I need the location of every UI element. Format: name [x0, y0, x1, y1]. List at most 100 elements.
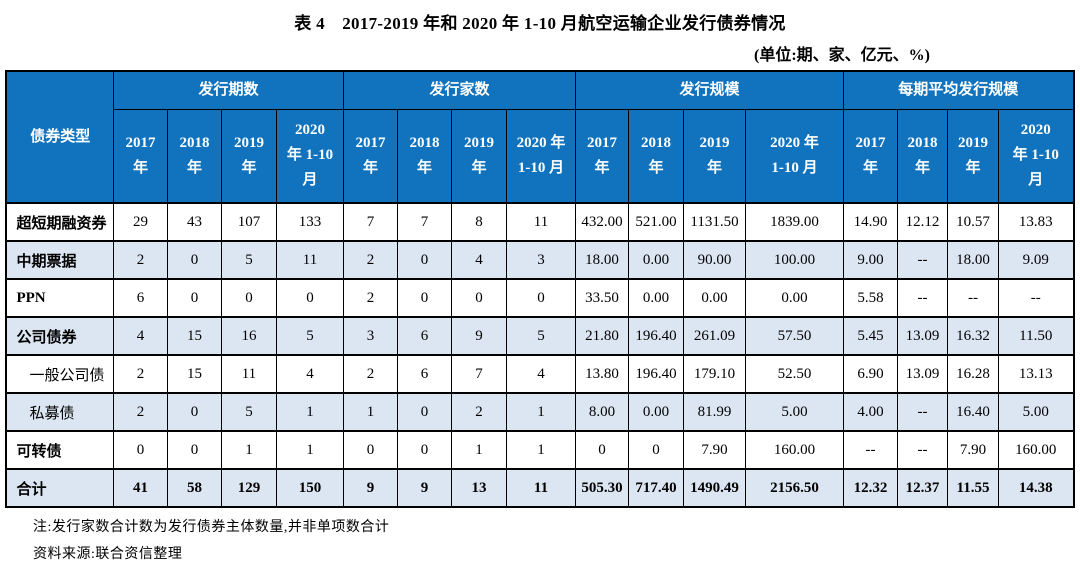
table-note: 注:发行家数合计数为发行债券主体数量,并非单项数合计: [33, 520, 390, 535]
cell: 9: [450, 316, 507, 356]
cell: 0.00: [744, 278, 845, 318]
cell: 16: [220, 316, 277, 356]
cell: 14.90: [843, 202, 899, 242]
cell: 1490.49: [683, 468, 746, 508]
cell: 1: [220, 430, 277, 470]
cell: 8: [450, 202, 507, 242]
cell: 9: [396, 468, 452, 508]
cell: 521.00: [628, 202, 684, 242]
cell: 1: [275, 392, 344, 432]
year-header-g0-c2: 2019 年: [220, 108, 277, 204]
source-note: 资料来源:联合资信整理: [33, 547, 183, 562]
cell: 12.32: [843, 468, 899, 508]
cell: 1839.00: [744, 202, 845, 242]
cell: 505.30: [575, 468, 629, 508]
cell: 4.00: [843, 392, 899, 432]
cell: 0: [220, 278, 277, 318]
cell: 21.80: [575, 316, 629, 356]
group-header-issuer-count: 发行家数: [342, 70, 577, 110]
cell: 0: [396, 240, 452, 280]
year-header-g2-c2: 2019 年: [683, 108, 746, 204]
cell: 16.40: [947, 392, 1000, 432]
row-label: PPN: [5, 278, 114, 318]
table-notes: 注:发行家数合计数为发行债券主体数量,并非单项数合计 资料来源:联合资信整理: [33, 516, 1080, 563]
cell: 1131.50: [683, 202, 746, 242]
table-row: 合计 41 58 129 150 9 9 13 11 505.30 717.40 1490.49 215…: [5, 468, 1075, 508]
cell: 4: [450, 240, 507, 280]
cell: 6: [396, 354, 452, 394]
cell: 0: [275, 278, 344, 318]
cell: 5.00: [998, 392, 1075, 432]
cell: 6: [112, 278, 168, 318]
cell: 15: [166, 316, 222, 356]
cell: --: [897, 240, 949, 280]
group-header-issue-scale: 发行规模: [574, 70, 845, 110]
table-row: 中期票据 2 0 5 11 2 0 4 3 18.00 0.00 90.00 100.00 9.00 -- 1…: [5, 240, 1075, 280]
cell: 5: [275, 316, 344, 356]
cell: 0: [505, 278, 577, 318]
cell: 29: [112, 202, 168, 242]
cell: 12.12: [897, 202, 949, 242]
cell: 11: [505, 468, 577, 508]
cell: 0: [166, 240, 222, 280]
cell: 13.13: [998, 354, 1075, 394]
year-header-g1-c2: 2019 年: [450, 108, 507, 204]
cell: 196.40: [628, 316, 684, 356]
cell: 4: [112, 316, 168, 356]
cell: 133: [275, 202, 344, 242]
row-label: 可转债: [5, 430, 114, 470]
table-body: 超短期融资券 29 43 107 133 7 7 8 11 432.00 521.00 1131.50…: [5, 202, 1075, 508]
cell: 14.38: [998, 468, 1075, 508]
year-header-g3-c1: 2018 年: [897, 108, 949, 204]
cell: 18.00: [947, 240, 1000, 280]
year-header-g3-c3: 2020 年 1-10 月: [998, 108, 1075, 204]
cell: 432.00: [575, 202, 629, 242]
cell: 13.09: [897, 354, 949, 394]
cell: --: [897, 278, 949, 318]
cell: 5: [220, 240, 277, 280]
cell: 9.00: [843, 240, 899, 280]
cell: 13.09: [897, 316, 949, 356]
cell: 11.55: [947, 468, 1000, 508]
cell: 0.00: [628, 392, 684, 432]
table-header: 债券类型 发行期数 发行家数 发行规模 每期平均发行规模 2017 年 2018 …: [5, 70, 1075, 204]
cell: 9.09: [998, 240, 1075, 280]
table-row: 一般公司债 2 15 11 4 2 6 7 4 13.80 196.40 179.10 52.50 6.9…: [5, 354, 1075, 394]
cell: 179.10: [683, 354, 746, 394]
cell: 6: [396, 316, 452, 356]
cell: 10.57: [947, 202, 1000, 242]
cell: 5.00: [744, 392, 845, 432]
cell: 7: [396, 202, 452, 242]
row-label: 合计: [5, 468, 114, 508]
cell: 2: [342, 278, 398, 318]
cell: 0: [396, 278, 452, 318]
cell: 13.80: [575, 354, 629, 394]
cell: 58: [166, 468, 222, 508]
cell: 7: [450, 354, 507, 394]
row-label: 中期票据: [5, 240, 114, 280]
cell: 150: [275, 468, 344, 508]
cell: 5: [505, 316, 577, 356]
cell: 261.09: [683, 316, 746, 356]
row-label: 公司债券: [5, 316, 114, 356]
cell: 5.45: [843, 316, 899, 356]
cell: --: [897, 430, 949, 470]
cell: 717.40: [628, 468, 684, 508]
cell: 3: [342, 316, 398, 356]
year-header-g2-c3: 2020 年 1-10 月: [744, 108, 845, 204]
cell: 2156.50: [744, 468, 845, 508]
cell: 2: [112, 240, 168, 280]
cell: 0: [575, 430, 629, 470]
year-header-g0-c1: 2018 年: [166, 108, 222, 204]
cell: 1: [505, 430, 577, 470]
cell: 12.37: [897, 468, 949, 508]
year-header-g1-c1: 2018 年: [396, 108, 452, 204]
year-header-g1-c0: 2017 年: [342, 108, 398, 204]
table-row: PPN 6 0 0 0 2 0 0 0 33.50 0.00 0.00 0.00 5.58 -- -- --: [5, 278, 1075, 318]
group-header-row: 债券类型 发行期数 发行家数 发行规模 每期平均发行规模: [5, 70, 1075, 204]
cell: 5.58: [843, 278, 899, 318]
cell: 16.32: [947, 316, 1000, 356]
cell: 15: [166, 354, 222, 394]
cell: 160.00: [998, 430, 1075, 470]
row-label: 私募债: [5, 392, 114, 432]
